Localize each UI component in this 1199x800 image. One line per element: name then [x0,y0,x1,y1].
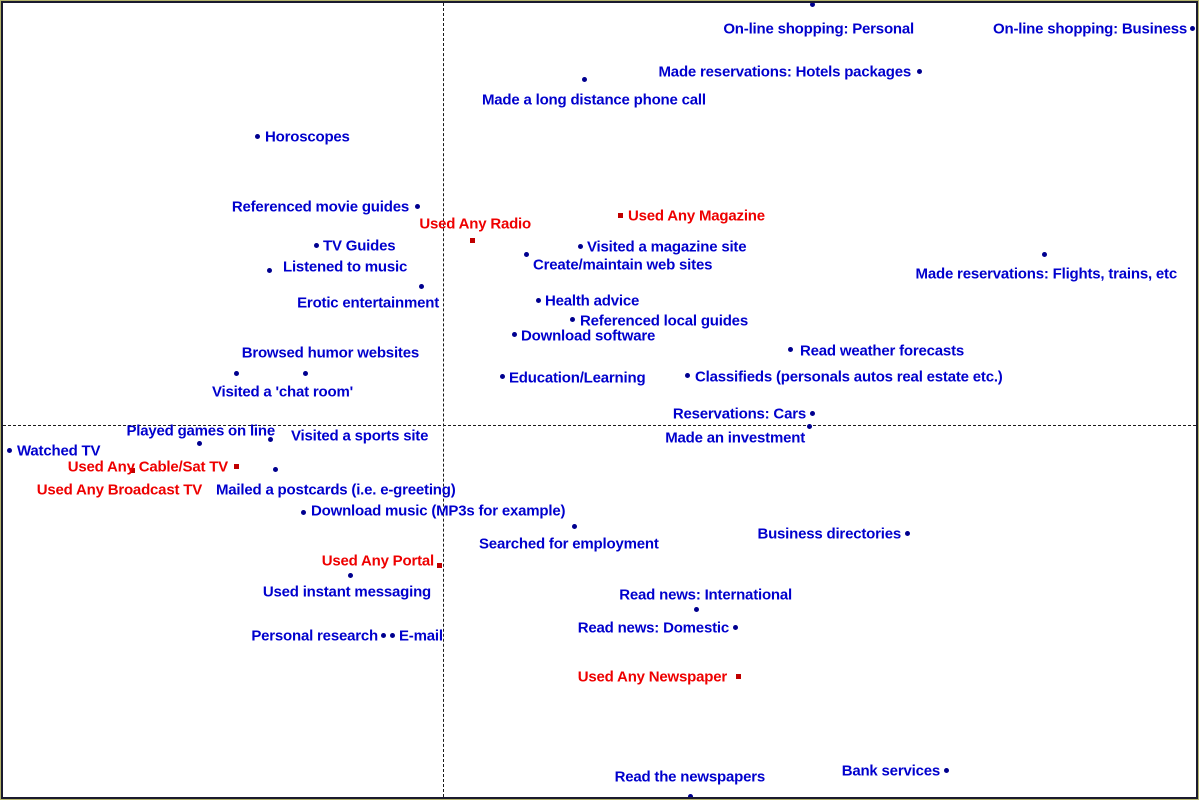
data-point-dot-marker [7,448,12,453]
data-point-square-marker [736,674,741,679]
data-point-label: Health advice [545,292,640,310]
data-point-label: Used instant messaging [262,583,431,601]
data-point-square-marker [618,213,623,218]
data-point-dot-marker [572,524,577,529]
data-point-dot-marker [197,441,202,446]
data-point-dot-marker [234,371,239,376]
data-point-label: Made a long distance phone call [482,91,706,109]
data-point-dot-marker [268,437,273,442]
vertical-axis-divider [443,3,444,797]
data-point-dot-marker [512,332,517,337]
data-point-label: Used Any Magazine [628,207,765,225]
data-point-label: On-line shopping: Business [993,20,1187,38]
data-point-dot-marker [273,467,278,472]
data-point-label: Made reservations: Flights, trains, etc [915,265,1178,283]
data-point-dot-marker [1190,26,1195,31]
data-point-square-marker [234,464,239,469]
data-point-dot-marker [255,134,260,139]
data-point-dot-marker [536,298,541,303]
data-point-dot-marker [303,371,308,376]
data-point-dot-marker [570,317,575,322]
data-point-label: Used Any Broadcast TV [36,481,202,499]
data-point-label: Read news: International [619,586,792,604]
data-point-label: Classifieds (personals autos real estate… [695,368,1003,386]
data-point-label: Read the newspapers [614,768,766,786]
data-point-label: Create/maintain web sites [533,256,713,274]
data-point-dot-marker [314,243,319,248]
data-point-label: Business directories [757,525,901,543]
data-point-dot-marker [419,284,424,289]
data-point-label: Made reservations: Hotels packages [658,63,912,81]
data-point-label: Visited a 'chat room' [211,383,353,401]
data-point-square-marker [437,563,442,568]
data-point-dot-marker [694,607,699,612]
data-point-dot-marker [905,531,910,536]
data-point-dot-marker [810,3,815,7]
data-point-square-marker [470,238,475,243]
data-point-label: Used Any Newspaper [577,668,727,686]
data-point-dot-marker [415,204,420,209]
data-point-label: Personal research [251,627,378,645]
data-point-label: Listened to music [283,258,408,276]
data-point-dot-marker [267,268,272,273]
data-point-dot-marker [381,633,386,638]
data-point-label: Horoscopes [265,128,350,146]
data-point-dot-marker [524,252,529,257]
data-point-dot-marker [500,374,505,379]
data-point-label: Education/Learning [509,369,646,387]
data-point-label: Referenced local guides [580,312,748,330]
data-point-dot-marker [685,373,690,378]
data-point-label: Mailed a postcards (i.e. e-greeting) [216,481,456,499]
data-point-label: Erotic entertainment [297,294,439,312]
data-point-label: Used Any Cable/Sat TV [67,458,228,476]
data-point-dot-marker [688,794,693,797]
data-point-dot-marker [390,633,395,638]
data-point-dot-marker [807,424,812,429]
data-point-label: Download software [521,327,656,345]
data-point-label: Played games on line [126,422,275,440]
data-point-label: Reservations: Cars [672,405,806,423]
data-point-label: Searched for employment [479,535,659,553]
data-point-square-marker [130,468,135,473]
data-point-label: Used Any Radio [419,215,531,233]
data-point-dot-marker [1042,252,1047,257]
data-point-label: Visited a sports site [291,427,429,445]
horizontal-axis-divider [3,425,1196,426]
data-point-dot-marker [301,510,306,515]
data-point-label: Watched TV [17,442,101,460]
data-point-label: Download music (MP3s for example) [311,502,566,520]
data-point-dot-marker [917,69,922,74]
data-point-label: Browsed humor websites [241,344,420,362]
data-point-label: Bank services [841,762,941,780]
data-point-dot-marker [944,768,949,773]
data-point-dot-marker [578,244,583,249]
data-point-dot-marker [788,347,793,352]
plot-area: On-line shopping: Personal On-line shoppi… [3,3,1196,797]
data-point-dot-marker [348,573,353,578]
data-point-label: TV Guides [323,237,396,255]
data-point-label: Visited a magazine site [587,238,747,256]
data-point-dot-marker [582,77,587,82]
data-point-label: Used Any Portal [321,552,435,570]
data-point-label: Read news: Domestic [577,619,729,637]
data-point-label: E-mail [399,627,443,645]
data-point-dot-marker [810,411,815,416]
data-point-label: Made an investment [665,429,805,447]
data-point-label: On-line shopping: Personal [723,20,914,38]
data-point-label: Referenced movie guides [231,198,409,216]
data-point-dot-marker [733,625,738,630]
data-point-label: Read weather forecasts [800,342,965,360]
